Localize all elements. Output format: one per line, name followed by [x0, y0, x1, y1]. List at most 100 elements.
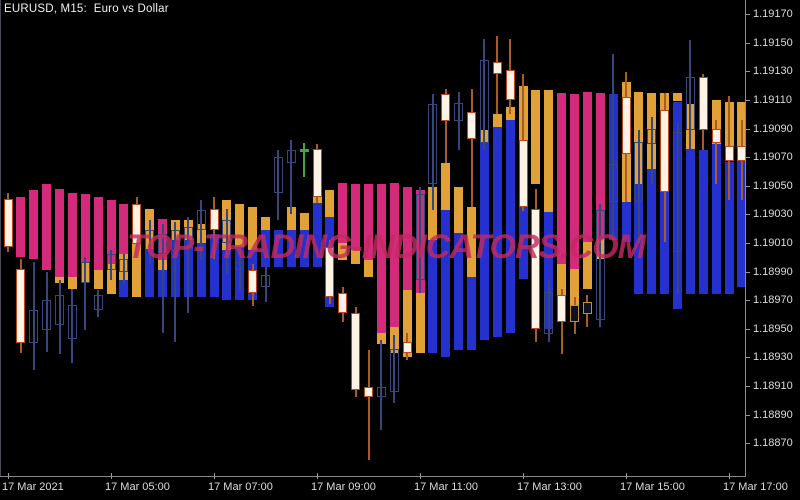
- time-axis-label: 17 Mar 2021: [2, 481, 64, 493]
- candle-body-W: [325, 247, 334, 298]
- price-tick: [746, 186, 750, 187]
- candle-body-W: [210, 208, 219, 231]
- price-axis-label: 1.19130: [753, 65, 793, 77]
- price-axis-label: 1.19170: [753, 8, 793, 20]
- price-tick: [746, 157, 750, 158]
- indicator-column-o: [132, 244, 141, 298]
- candle-body-W: [660, 110, 669, 192]
- indicator-column-b: [119, 280, 128, 298]
- candle-body-W: [519, 140, 528, 208]
- indicator-column-o: [325, 190, 334, 218]
- candle-wick: [226, 208, 228, 275]
- indicator-column-b: [428, 240, 437, 353]
- indicator-column-p: [403, 187, 412, 291]
- price-tick: [746, 415, 750, 416]
- indicator-column-o: [338, 243, 347, 261]
- indicator-column-b: [737, 147, 745, 288]
- price-tick: [746, 43, 750, 44]
- candle-body-W: [313, 148, 322, 198]
- candle-body-W: [506, 70, 515, 100]
- candle-body-H: [416, 194, 425, 281]
- indicator-column-b: [210, 234, 219, 298]
- indicator-column-p: [119, 204, 128, 255]
- indicator-column-b: [454, 233, 463, 351]
- candle-body-W: [248, 270, 257, 294]
- indicator-column-b: [519, 200, 528, 279]
- price-axis-label: 1.18930: [753, 351, 793, 363]
- candle-body-H: [609, 164, 618, 202]
- candle-wick: [200, 200, 202, 261]
- candle-wick: [445, 88, 447, 163]
- candle-wick: [59, 280, 61, 355]
- indicator-column-p: [42, 184, 51, 271]
- candle-wick: [483, 38, 485, 151]
- price-tick: [746, 243, 750, 244]
- indicator-column-b: [313, 203, 322, 268]
- indicator-column-o: [364, 260, 373, 278]
- candle-body-H: [454, 102, 463, 122]
- indicator-column-p: [16, 197, 25, 258]
- price-axis-label: 1.18970: [753, 294, 793, 306]
- candle-wick: [548, 280, 550, 342]
- indicator-column-b: [467, 277, 476, 351]
- price-axis-label: 1.18990: [753, 266, 793, 278]
- candle-wick: [715, 120, 717, 185]
- indicator-column-p: [94, 197, 103, 271]
- price-tick: [746, 272, 750, 273]
- candle-body-H: [55, 294, 64, 325]
- indicator-column-o: [531, 90, 540, 185]
- time-axis-label: 17 Mar 15:00: [620, 481, 685, 493]
- time-tick: [111, 473, 112, 479]
- candle-body-H: [81, 261, 90, 283]
- candle-body-W: [441, 94, 450, 122]
- indicator-column-p: [29, 190, 38, 259]
- chart-canvas[interactable]: EURUSD, M15: Euro vs Dollar TOP-TRADING-…: [0, 0, 745, 476]
- time-tick: [317, 473, 318, 479]
- candle-wick: [599, 204, 601, 328]
- candle-body-H: [29, 310, 38, 344]
- price-axis-label: 1.18950: [753, 323, 793, 335]
- indicator-column-p: [68, 193, 77, 278]
- candle-wick: [123, 254, 125, 285]
- candle-body-H: [235, 261, 244, 271]
- candle-body-H: [544, 291, 553, 335]
- time-tick: [626, 473, 627, 479]
- candle-body-H: [158, 234, 167, 255]
- indicator-column-p: [377, 184, 386, 334]
- time-axis[interactable]: 17 Mar 2021 17 Mar 05:00 17 Mar 07:00 17 Ma…: [0, 473, 800, 500]
- candle-body-W: [16, 268, 25, 343]
- time-axis-line: [0, 476, 746, 477]
- candle-wick: [651, 117, 653, 185]
- candle-body-H: [634, 141, 643, 202]
- time-tick: [729, 473, 730, 479]
- price-tick: [746, 129, 750, 130]
- candle-wick: [277, 150, 279, 221]
- price-axis-label: 1.18890: [753, 409, 793, 421]
- candle-body-H: [184, 227, 193, 246]
- candle-wick: [419, 187, 421, 294]
- indicator-column-o: [428, 187, 437, 241]
- indicator-column-b: [647, 168, 656, 295]
- price-axis[interactable]: 1.19170 1.19150 1.19130 1.19110 1.19090 1.190…: [745, 0, 800, 476]
- candle-wick: [33, 261, 35, 371]
- candle-wick: [174, 221, 176, 342]
- time-tick: [214, 473, 215, 479]
- indicator-column-o: [583, 241, 592, 289]
- indicator-column-o: [287, 207, 296, 231]
- candle-body-W: [351, 313, 360, 391]
- candle-body-W: [699, 77, 708, 131]
- candle-body-W: [338, 293, 347, 313]
- candle-wick: [162, 224, 164, 333]
- candle-body-H: [171, 230, 180, 252]
- price-axis-label: 1.19150: [753, 37, 793, 49]
- price-axis-label: 1.18870: [753, 437, 793, 449]
- candle-wick: [71, 288, 73, 363]
- candle-wick: [290, 140, 292, 215]
- indicator-column-p: [557, 92, 566, 265]
- indicator-column-b: [261, 230, 270, 268]
- candle-wick: [638, 130, 640, 242]
- indicator-column-o: [261, 217, 270, 231]
- candle-body-H: [428, 104, 437, 185]
- candle-body-H: [107, 254, 116, 271]
